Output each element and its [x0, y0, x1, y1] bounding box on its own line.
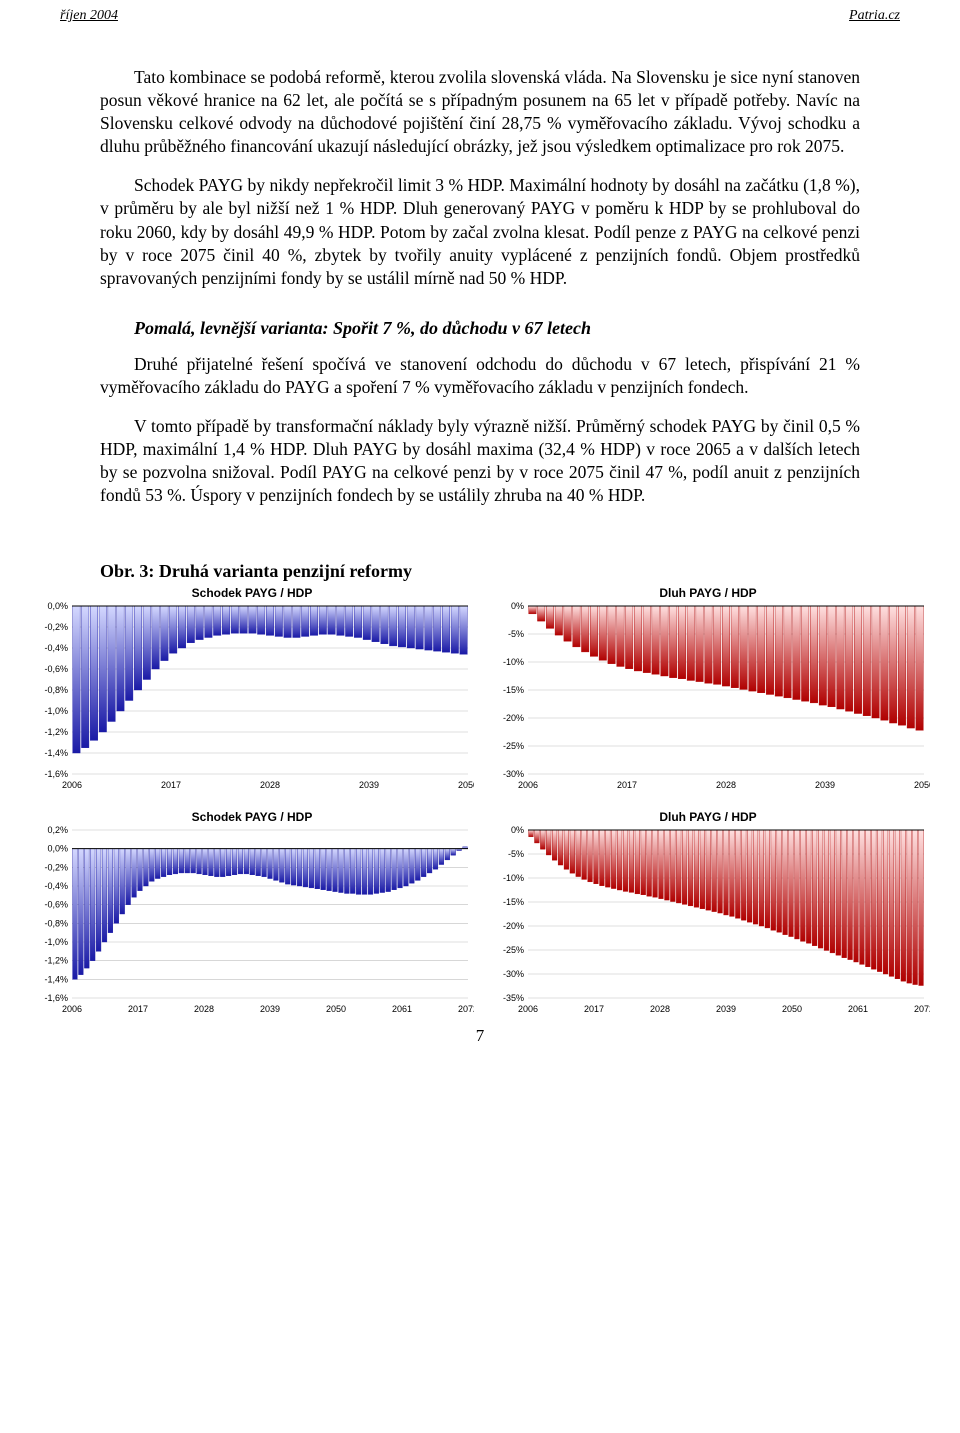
svg-text:-10%: -10% — [503, 657, 524, 667]
svg-text:0%: 0% — [511, 602, 524, 611]
bar-chart: 0,2% 0,0% -0,2% -0,4% -0,6% -0,8% -1,0% -1,2% -1… — [30, 826, 474, 1016]
header-left: říjen 2004 — [60, 8, 118, 24]
bar-chart: 0,0% -0,2% -0,4% -0,6% -0,8% -1,0% -1,2% -1,4% -… — [30, 602, 474, 792]
chart-debt-1: Dluh PAYG / HDP 0% -5% -10% -15% -20% -25% -30… — [486, 586, 930, 792]
svg-text:2050: 2050 — [326, 1004, 346, 1014]
svg-text:2039: 2039 — [359, 780, 379, 790]
svg-text:2061: 2061 — [392, 1004, 412, 1014]
svg-text:-0,8%: -0,8% — [44, 685, 68, 695]
svg-text:-1,2%: -1,2% — [44, 727, 68, 737]
chart-deficit-1: Schodek PAYG / HDP 0,0% -0,2% -0,4% -0,6% -0… — [30, 586, 474, 792]
svg-text:2028: 2028 — [194, 1004, 214, 1014]
svg-text:2050: 2050 — [458, 780, 474, 790]
svg-text:2006: 2006 — [518, 1004, 538, 1014]
running-head: říjen 2004 Patria.cz — [0, 0, 960, 26]
figure-caption: Obr. 3: Druhá varianta penzijní reformy — [100, 561, 960, 582]
svg-text:2006: 2006 — [62, 780, 82, 790]
svg-text:-15%: -15% — [503, 897, 524, 907]
svg-text:0,2%: 0,2% — [47, 826, 68, 835]
svg-text:-30%: -30% — [503, 969, 524, 979]
svg-text:-25%: -25% — [503, 945, 524, 955]
bar-chart: 0% -5% -10% -15% -20% -25% -30%2006 2017 2028 203… — [486, 602, 930, 792]
svg-text:2017: 2017 — [617, 780, 637, 790]
svg-text:-5%: -5% — [508, 629, 524, 639]
svg-text:2039: 2039 — [716, 1004, 736, 1014]
svg-text:0,0%: 0,0% — [47, 602, 68, 611]
svg-text:-1,2%: -1,2% — [44, 956, 68, 966]
svg-text:-35%: -35% — [503, 993, 524, 1003]
header-right: Patria.cz — [849, 8, 900, 24]
body-text: Tato kombinace se podobá reformě, kterou… — [0, 26, 960, 543]
svg-text:2028: 2028 — [716, 780, 736, 790]
svg-text:-0,6%: -0,6% — [44, 664, 68, 674]
svg-text:2028: 2028 — [260, 780, 280, 790]
paragraph-1: Tato kombinace se podobá reformě, kterou… — [100, 66, 860, 158]
svg-text:-20%: -20% — [503, 713, 524, 723]
svg-text:-10%: -10% — [503, 873, 524, 883]
chart-row-1: Schodek PAYG / HDP 0,0% -0,2% -0,4% -0,6% -0… — [0, 586, 960, 792]
svg-text:-5%: -5% — [508, 849, 524, 859]
chart-row-2: Schodek PAYG / HDP 0,2% 0,0% -0,2% -0,4% -0,… — [0, 810, 960, 1016]
svg-text:0%: 0% — [511, 826, 524, 835]
svg-text:2039: 2039 — [260, 1004, 280, 1014]
svg-text:-0,6%: -0,6% — [44, 900, 68, 910]
chart-title: Schodek PAYG / HDP — [30, 586, 474, 600]
svg-text:-0,2%: -0,2% — [44, 622, 68, 632]
chart-title: Dluh PAYG / HDP — [486, 810, 930, 824]
bar-chart: 0% -5% -10% -15% -20% -25% -30% -35%2006 2017 202… — [486, 826, 930, 1016]
svg-text:2072: 2072 — [458, 1004, 474, 1014]
svg-text:-0,4%: -0,4% — [44, 881, 68, 891]
svg-text:2006: 2006 — [62, 1004, 82, 1014]
svg-text:2006: 2006 — [518, 780, 538, 790]
page: říjen 2004 Patria.cz Tato kombinace se p… — [0, 0, 960, 1076]
paragraph-3: Druhé přijatelné řešení spočívá ve stano… — [100, 353, 860, 399]
svg-text:-20%: -20% — [503, 921, 524, 931]
svg-text:-25%: -25% — [503, 741, 524, 751]
svg-text:2050: 2050 — [782, 1004, 802, 1014]
chart-title: Schodek PAYG / HDP — [30, 810, 474, 824]
svg-text:-1,4%: -1,4% — [44, 975, 68, 985]
svg-text:2017: 2017 — [128, 1004, 148, 1014]
chart-deficit-2: Schodek PAYG / HDP 0,2% 0,0% -0,2% -0,4% -0,… — [30, 810, 474, 1016]
page-number: 7 — [0, 1016, 960, 1046]
chart-title: Dluh PAYG / HDP — [486, 586, 930, 600]
svg-text:-0,8%: -0,8% — [44, 919, 68, 929]
svg-text:2061: 2061 — [848, 1004, 868, 1014]
svg-text:-1,0%: -1,0% — [44, 706, 68, 716]
svg-text:0,0%: 0,0% — [47, 844, 68, 854]
svg-text:-0,2%: -0,2% — [44, 863, 68, 873]
paragraph-4: V tomto případě by transformační náklady… — [100, 415, 860, 507]
svg-text:2017: 2017 — [584, 1004, 604, 1014]
svg-text:2039: 2039 — [815, 780, 835, 790]
subheading: Pomalá, levnější varianta: Spořit 7 %, d… — [100, 318, 860, 339]
svg-text:-1,0%: -1,0% — [44, 937, 68, 947]
svg-text:-1,4%: -1,4% — [44, 748, 68, 758]
chart-debt-2: Dluh PAYG / HDP 0% -5% -10% -15% -20% -25% -30… — [486, 810, 930, 1016]
svg-text:-0,4%: -0,4% — [44, 643, 68, 653]
svg-text:-1,6%: -1,6% — [44, 769, 68, 779]
paragraph-2: Schodek PAYG by nikdy nepřekročil limit … — [100, 174, 860, 289]
svg-text:-15%: -15% — [503, 685, 524, 695]
svg-text:-30%: -30% — [503, 769, 524, 779]
svg-text:2017: 2017 — [161, 780, 181, 790]
svg-text:2050: 2050 — [914, 780, 930, 790]
svg-text:-1,6%: -1,6% — [44, 993, 68, 1003]
svg-text:2072: 2072 — [914, 1004, 930, 1014]
svg-text:2028: 2028 — [650, 1004, 670, 1014]
